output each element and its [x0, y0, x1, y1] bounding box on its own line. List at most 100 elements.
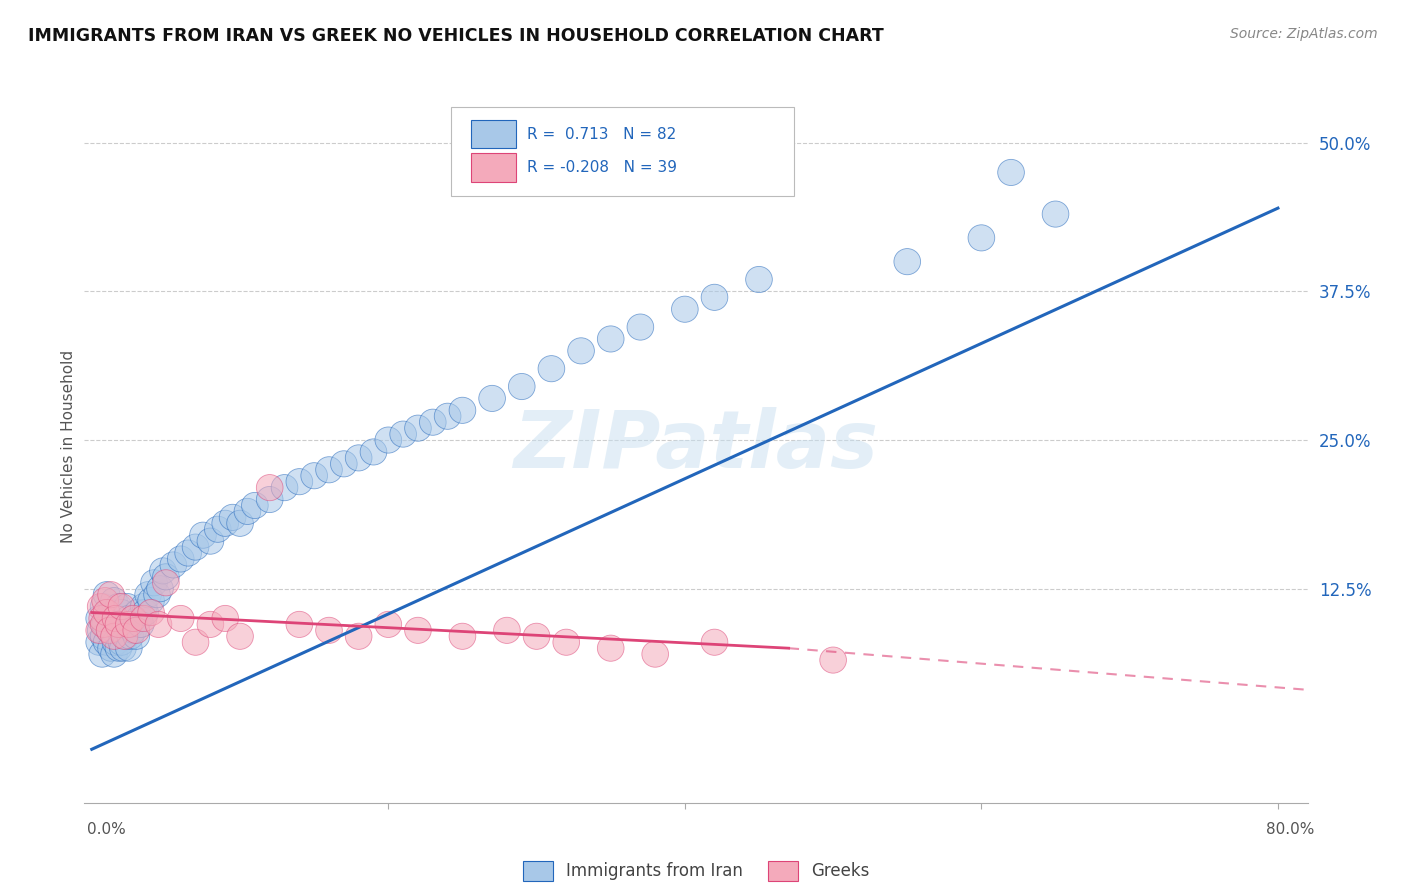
Ellipse shape [132, 599, 159, 625]
Ellipse shape [197, 528, 224, 554]
Ellipse shape [135, 582, 162, 607]
Ellipse shape [97, 599, 124, 625]
Ellipse shape [494, 617, 520, 643]
Ellipse shape [153, 570, 179, 596]
Ellipse shape [91, 588, 118, 614]
Ellipse shape [212, 606, 239, 632]
Ellipse shape [894, 249, 921, 275]
Text: ZIPatlas: ZIPatlas [513, 407, 879, 485]
Text: IMMIGRANTS FROM IRAN VS GREEK NO VEHICLES IN HOUSEHOLD CORRELATION CHART: IMMIGRANTS FROM IRAN VS GREEK NO VEHICLE… [28, 27, 884, 45]
Ellipse shape [97, 582, 124, 607]
Ellipse shape [143, 582, 170, 607]
Ellipse shape [389, 421, 416, 447]
Ellipse shape [90, 624, 117, 649]
Ellipse shape [627, 314, 654, 340]
Ellipse shape [117, 624, 143, 649]
Ellipse shape [219, 504, 246, 531]
Ellipse shape [523, 624, 550, 649]
FancyBboxPatch shape [471, 120, 516, 148]
Ellipse shape [598, 635, 624, 661]
Ellipse shape [93, 599, 120, 625]
Ellipse shape [89, 606, 115, 632]
Ellipse shape [131, 593, 157, 620]
Ellipse shape [146, 575, 173, 602]
Ellipse shape [96, 617, 122, 643]
Ellipse shape [122, 617, 149, 643]
Ellipse shape [235, 499, 260, 524]
Ellipse shape [434, 403, 461, 429]
Ellipse shape [672, 296, 699, 322]
Text: R =  0.713   N = 82: R = 0.713 N = 82 [527, 127, 676, 142]
Ellipse shape [316, 617, 342, 643]
Ellipse shape [643, 641, 668, 667]
Ellipse shape [108, 629, 135, 656]
Ellipse shape [90, 593, 117, 620]
Ellipse shape [1042, 201, 1069, 227]
Ellipse shape [346, 624, 373, 649]
Ellipse shape [118, 611, 145, 638]
Ellipse shape [108, 599, 135, 625]
Ellipse shape [256, 475, 283, 500]
Ellipse shape [375, 427, 402, 453]
Ellipse shape [101, 641, 128, 667]
Ellipse shape [120, 606, 146, 632]
Ellipse shape [110, 635, 136, 661]
Ellipse shape [256, 486, 283, 513]
Ellipse shape [346, 445, 373, 471]
Ellipse shape [702, 629, 728, 656]
Ellipse shape [538, 356, 565, 382]
Ellipse shape [105, 593, 132, 620]
Ellipse shape [212, 510, 239, 536]
Text: 0.0%: 0.0% [87, 822, 127, 837]
Ellipse shape [183, 534, 209, 560]
Ellipse shape [115, 606, 142, 632]
Ellipse shape [93, 629, 120, 656]
Ellipse shape [86, 617, 112, 643]
Ellipse shape [86, 629, 112, 656]
Ellipse shape [107, 617, 134, 643]
Ellipse shape [301, 463, 328, 489]
Ellipse shape [89, 641, 115, 667]
Ellipse shape [138, 599, 165, 625]
Ellipse shape [598, 326, 624, 352]
Ellipse shape [167, 546, 194, 572]
Ellipse shape [553, 629, 579, 656]
Ellipse shape [820, 647, 846, 673]
Text: Source: ZipAtlas.com: Source: ZipAtlas.com [1230, 27, 1378, 41]
Ellipse shape [115, 635, 142, 661]
Ellipse shape [449, 624, 475, 649]
Ellipse shape [167, 606, 194, 632]
Ellipse shape [226, 624, 253, 649]
Ellipse shape [93, 582, 120, 607]
Ellipse shape [449, 397, 475, 424]
Ellipse shape [745, 267, 772, 293]
Ellipse shape [190, 522, 217, 549]
Ellipse shape [242, 492, 269, 518]
Ellipse shape [87, 617, 114, 643]
Ellipse shape [183, 629, 209, 656]
FancyBboxPatch shape [451, 107, 794, 196]
Ellipse shape [103, 629, 129, 656]
Ellipse shape [105, 635, 132, 661]
Text: R = -0.208   N = 39: R = -0.208 N = 39 [527, 161, 678, 175]
Ellipse shape [127, 606, 153, 632]
Ellipse shape [479, 385, 505, 411]
Ellipse shape [101, 624, 128, 649]
Ellipse shape [197, 611, 224, 638]
Ellipse shape [90, 611, 117, 638]
Ellipse shape [104, 611, 131, 638]
Ellipse shape [509, 374, 536, 400]
Ellipse shape [153, 564, 179, 590]
Ellipse shape [86, 606, 112, 632]
Text: 80.0%: 80.0% [1267, 822, 1315, 837]
Ellipse shape [160, 552, 187, 578]
Ellipse shape [149, 558, 176, 584]
Ellipse shape [568, 338, 595, 364]
Ellipse shape [111, 624, 138, 649]
Ellipse shape [419, 409, 446, 435]
Ellipse shape [360, 439, 387, 465]
Ellipse shape [112, 624, 139, 649]
Y-axis label: No Vehicles in Household: No Vehicles in Household [60, 350, 76, 542]
Ellipse shape [969, 225, 994, 251]
Ellipse shape [145, 611, 172, 638]
